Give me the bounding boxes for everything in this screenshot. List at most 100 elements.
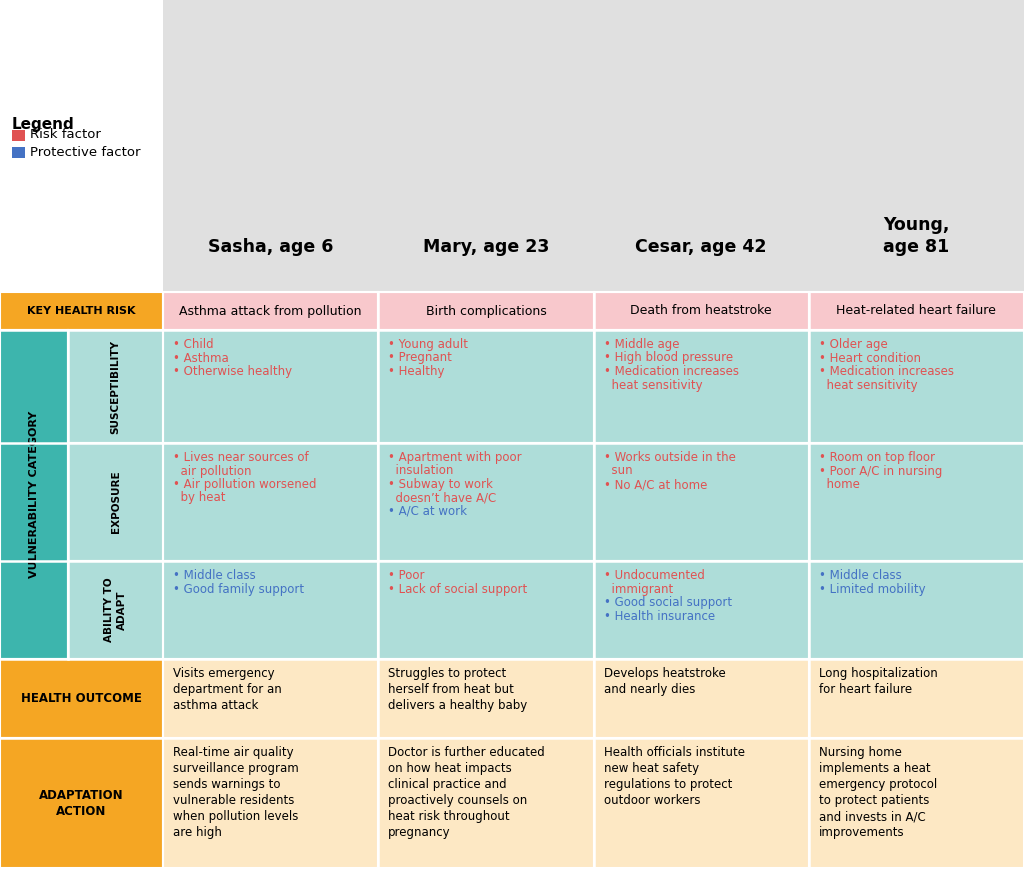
Bar [0,738,163,868]
Bar [163,292,378,330]
Bar [163,443,378,561]
Text: VULNERABILITY CATEGORY: VULNERABILITY CATEGORY [29,411,39,578]
Bar [68,443,163,561]
Text: • Room on top floor: • Room on top floor [819,451,935,464]
Text: Young,
age 81: Young, age 81 [883,216,949,256]
Bar [378,561,594,659]
Text: Develops heatstroke
and nearly dies: Develops heatstroke and nearly dies [603,667,725,696]
Text: • Child: • Child [173,338,214,351]
Text: • Poor A/C in nursing: • Poor A/C in nursing [819,464,942,478]
Text: • Older age: • Older age [819,338,888,351]
Text: ABILITY TO
ADAPT: ABILITY TO ADAPT [104,578,127,642]
Text: Legend: Legend [12,117,75,132]
Text: Long hospitalization
for heart failure: Long hospitalization for heart failure [819,667,938,696]
Text: • Medication increases: • Medication increases [603,365,738,378]
Text: Visits emergency
department for an
asthma attack: Visits emergency department for an asthm… [173,667,282,712]
Bar [12,147,25,158]
Text: Protective factor: Protective factor [30,146,140,158]
Text: • Middle class: • Middle class [819,569,901,582]
Text: Risk factor: Risk factor [30,129,101,141]
Bar [163,659,378,738]
Text: Nursing home
implements a heat
emergency protocol
to protect patients
and invest: Nursing home implements a heat emergency… [819,746,937,839]
Bar [0,292,163,330]
Bar [0,0,163,292]
Bar [163,561,378,659]
Bar [163,0,1024,292]
Text: Sasha, age 6: Sasha, age 6 [208,238,334,256]
Bar [163,738,378,868]
Bar [378,292,594,330]
Text: • A/C at work: • A/C at work [388,505,467,518]
Text: • Health insurance: • Health insurance [603,609,715,622]
Text: • No A/C at home: • No A/C at home [603,478,707,491]
Text: • Middle age: • Middle age [603,338,679,351]
Text: air pollution: air pollution [173,464,252,478]
Bar [594,561,809,659]
Bar [163,330,378,443]
Bar [594,292,809,330]
Text: • Good family support: • Good family support [173,583,304,596]
Text: Health officials institute
new heat safety
regulations to protect
outdoor worker: Health officials institute new heat safe… [603,746,744,807]
Text: • Apartment with poor: • Apartment with poor [388,451,522,464]
Bar [809,330,1024,443]
Bar [594,659,809,738]
Text: • High blood pressure: • High blood pressure [603,352,732,364]
Text: • Young adult: • Young adult [388,338,468,351]
Bar [378,738,594,868]
Text: doesn’t have A/C: doesn’t have A/C [388,491,497,504]
Bar [594,738,809,868]
Text: • Subway to work: • Subway to work [388,478,494,491]
Bar [809,738,1024,868]
Text: EXPOSURE: EXPOSURE [111,471,121,534]
Text: Cesar, age 42: Cesar, age 42 [635,238,767,256]
Text: Death from heatstroke: Death from heatstroke [631,305,772,318]
Text: heat sensitivity: heat sensitivity [819,378,918,392]
Bar [12,130,25,141]
Text: • Air pollution worsened: • Air pollution worsened [173,478,316,491]
Text: insulation: insulation [388,464,454,478]
Text: • Limited mobility: • Limited mobility [819,583,926,596]
Text: • Good social support: • Good social support [603,596,731,609]
Text: • Otherwise healthy: • Otherwise healthy [173,365,292,378]
Text: Birth complications: Birth complications [426,305,546,318]
Text: Heat-related heart failure: Heat-related heart failure [837,305,996,318]
Text: • Undocumented: • Undocumented [603,569,705,582]
Text: KEY HEALTH RISK: KEY HEALTH RISK [28,306,136,316]
Text: Struggles to protect
herself from heat but
delivers a healthy baby: Struggles to protect herself from heat b… [388,667,527,712]
Bar [809,659,1024,738]
Bar [378,330,594,443]
Bar [378,659,594,738]
Bar [68,330,163,443]
Text: • Medication increases: • Medication increases [819,365,953,378]
Text: sun: sun [603,464,632,478]
Text: Asthma attack from pollution: Asthma attack from pollution [179,305,361,318]
Text: • Lack of social support: • Lack of social support [388,583,527,596]
Text: heat sensitivity: heat sensitivity [603,378,702,392]
Text: • Pregnant: • Pregnant [388,352,453,364]
Text: • Heart condition: • Heart condition [819,352,921,364]
Bar [0,330,68,659]
Text: • Asthma: • Asthma [173,352,228,364]
Text: Doctor is further educated
on how heat impacts
clinical practice and
proactively: Doctor is further educated on how heat i… [388,746,545,839]
Bar [68,561,163,659]
Bar [594,330,809,443]
Text: by heat: by heat [173,491,225,504]
Text: Real-time air quality
surveillance program
sends warnings to
vulnerable resident: Real-time air quality surveillance progr… [173,746,299,839]
Text: • Works outside in the: • Works outside in the [603,451,735,464]
Text: • Healthy: • Healthy [388,365,444,378]
Text: SUSCEPTIBILITY: SUSCEPTIBILITY [111,339,121,433]
Bar [809,292,1024,330]
Text: home: home [819,478,859,491]
Text: HEALTH OUTCOME: HEALTH OUTCOME [22,692,142,705]
Text: • Lives near sources of: • Lives near sources of [173,451,308,464]
Bar [594,443,809,561]
Text: Mary, age 23: Mary, age 23 [423,238,549,256]
Bar [809,443,1024,561]
Bar [378,443,594,561]
Text: ADAPTATION
ACTION: ADAPTATION ACTION [39,789,124,818]
Text: immigrant: immigrant [603,583,673,596]
Text: • Middle class: • Middle class [173,569,256,582]
Bar [809,561,1024,659]
Text: • Poor: • Poor [388,569,425,582]
Bar [0,659,163,738]
